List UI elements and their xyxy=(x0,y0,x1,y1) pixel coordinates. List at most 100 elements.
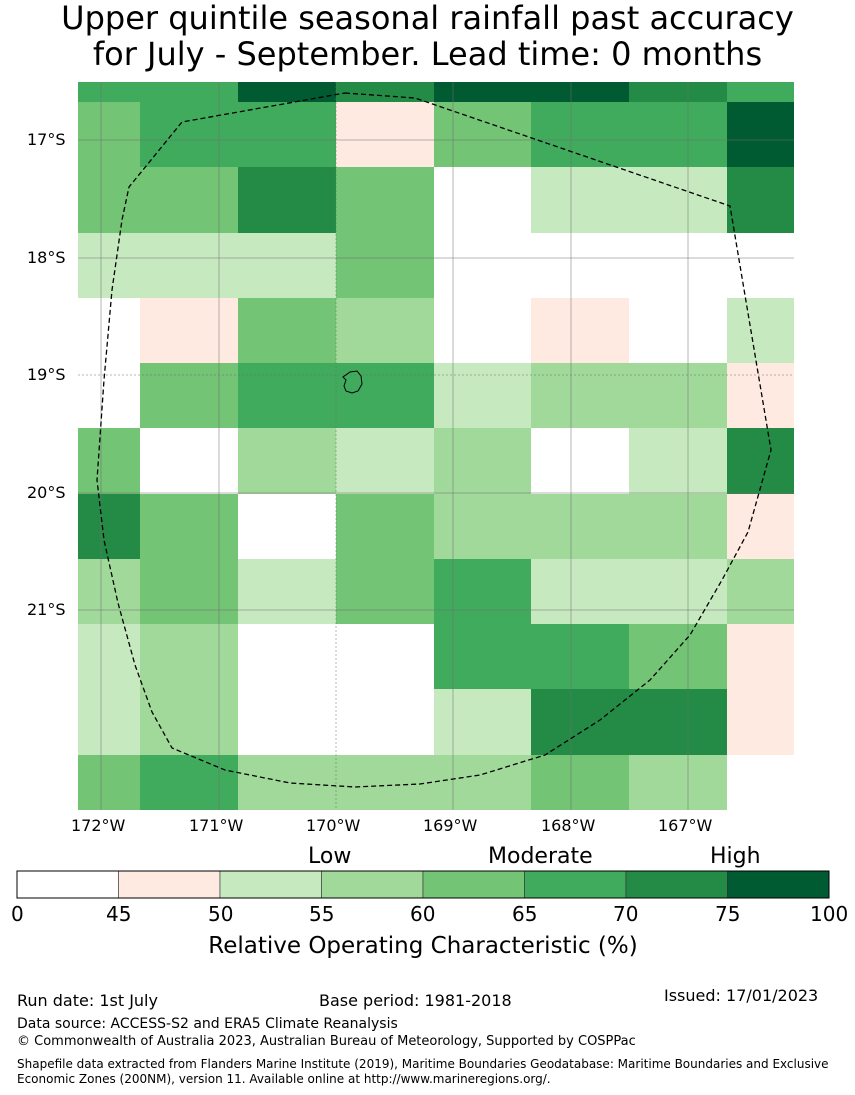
colorbar-tick-100: 100 xyxy=(810,902,849,926)
grid-cell xyxy=(238,167,336,233)
grid-cell xyxy=(531,102,629,167)
grid-cell xyxy=(434,624,531,689)
grid-cell xyxy=(531,233,629,298)
grid-cell xyxy=(140,167,238,233)
grid-cell xyxy=(140,298,238,363)
category-low: Low xyxy=(308,844,352,869)
grid-cell xyxy=(140,363,238,428)
grid-cell xyxy=(140,82,238,102)
grid-cell xyxy=(727,624,794,689)
grid-cell xyxy=(238,82,336,102)
colorbar-tick-50: 50 xyxy=(208,902,234,926)
grid-cell xyxy=(727,494,794,559)
colorbar-tick-60: 60 xyxy=(410,902,436,926)
grid-cell xyxy=(238,624,336,689)
grid-cell xyxy=(238,298,336,363)
grid-cell xyxy=(78,102,140,167)
colorbar-swatch xyxy=(422,870,525,899)
colorbar-swatch xyxy=(219,870,322,899)
colorbar xyxy=(16,870,830,899)
copyright: © Commonwealth of Australia 2023, Austra… xyxy=(17,1034,636,1049)
run-date: Run date: 1st July xyxy=(17,991,158,1010)
category-moderate: Moderate xyxy=(488,844,593,869)
colorbar-tick-65: 65 xyxy=(512,902,538,926)
grid-cell xyxy=(336,102,434,167)
colorbar-tick-45: 45 xyxy=(106,902,132,926)
grid-cells xyxy=(78,82,794,810)
grid-cell xyxy=(434,689,531,755)
grid-cell xyxy=(434,82,531,102)
map-title-line2: for July - September. Lead time: 0 month… xyxy=(92,35,763,73)
grid-cell xyxy=(336,298,434,363)
grid-cell xyxy=(629,167,727,233)
issued-date: Issued: 17/01/2023 xyxy=(664,986,819,1005)
grid-cell xyxy=(78,167,140,233)
colorbar-swatch xyxy=(524,870,627,899)
shapefile-credit: Shapefile data extracted from Flanders M… xyxy=(17,1057,829,1086)
grid-cell xyxy=(238,363,336,428)
grid-cell xyxy=(629,233,727,298)
grid-cell xyxy=(78,559,140,624)
grid-cell xyxy=(78,233,140,298)
grid-cell xyxy=(336,233,434,298)
lon-label-169w: 169°W xyxy=(423,816,478,835)
grid-cell xyxy=(336,428,434,494)
grid-cell xyxy=(434,298,531,363)
lat-label-19s: 19°S xyxy=(27,365,66,384)
grid-cell xyxy=(727,428,794,494)
grid-cell xyxy=(336,559,434,624)
grid-cell xyxy=(238,689,336,755)
grid-cell xyxy=(434,494,531,559)
colorbar-tick-70: 70 xyxy=(613,902,639,926)
grid-cell xyxy=(78,428,140,494)
grid-cell xyxy=(78,363,140,428)
colorbar-tick-75: 75 xyxy=(715,902,741,926)
grid-cell xyxy=(238,428,336,494)
colorbar-swatch xyxy=(625,870,728,899)
grid-cell xyxy=(140,428,238,494)
grid-cell xyxy=(238,233,336,298)
grid-cell xyxy=(629,363,727,428)
grid-cell xyxy=(629,755,727,810)
colorbar-swatch xyxy=(16,870,119,899)
grid-cell xyxy=(434,363,531,428)
lat-label-17s: 17°S xyxy=(27,130,66,149)
grid-cell xyxy=(629,298,727,363)
grid-cell xyxy=(140,494,238,559)
map-title: Upper quintile seasonal rainfall past ac… xyxy=(0,0,855,72)
colorbar-swatch xyxy=(321,870,424,899)
grid-cell xyxy=(238,494,336,559)
grid-cell xyxy=(140,755,238,810)
grid-cell xyxy=(531,298,629,363)
grid-cell xyxy=(434,428,531,494)
grid-cell xyxy=(727,298,794,363)
grid-cell xyxy=(727,102,794,167)
lon-label-171w: 171°W xyxy=(189,816,244,835)
grid-cell xyxy=(727,363,794,428)
grid-cell xyxy=(727,559,794,624)
colorbar-frame xyxy=(16,870,830,899)
grid-cell xyxy=(78,494,140,559)
grid-cell xyxy=(336,689,434,755)
lon-label-168w: 168°W xyxy=(541,816,596,835)
grid-cell xyxy=(336,167,434,233)
grid-cell xyxy=(629,494,727,559)
grid-cell xyxy=(629,559,727,624)
grid-cell xyxy=(78,755,140,810)
grid-cell xyxy=(78,689,140,755)
grid-cell xyxy=(531,624,629,689)
grid-cell xyxy=(434,167,531,233)
grid-cell xyxy=(629,102,727,167)
grid-cell xyxy=(531,494,629,559)
grid-cell xyxy=(336,363,434,428)
colorbar-tick-0: 0 xyxy=(11,902,24,926)
grid-cell xyxy=(336,494,434,559)
grid-cell xyxy=(531,559,629,624)
grid-cell xyxy=(629,82,727,102)
eez-boundary xyxy=(96,92,772,788)
grid-cell xyxy=(336,755,434,810)
grid-cell xyxy=(727,167,794,233)
colorbar-swatch xyxy=(727,870,830,899)
grid-cell xyxy=(336,624,434,689)
lat-label-21s: 21°S xyxy=(27,600,66,619)
